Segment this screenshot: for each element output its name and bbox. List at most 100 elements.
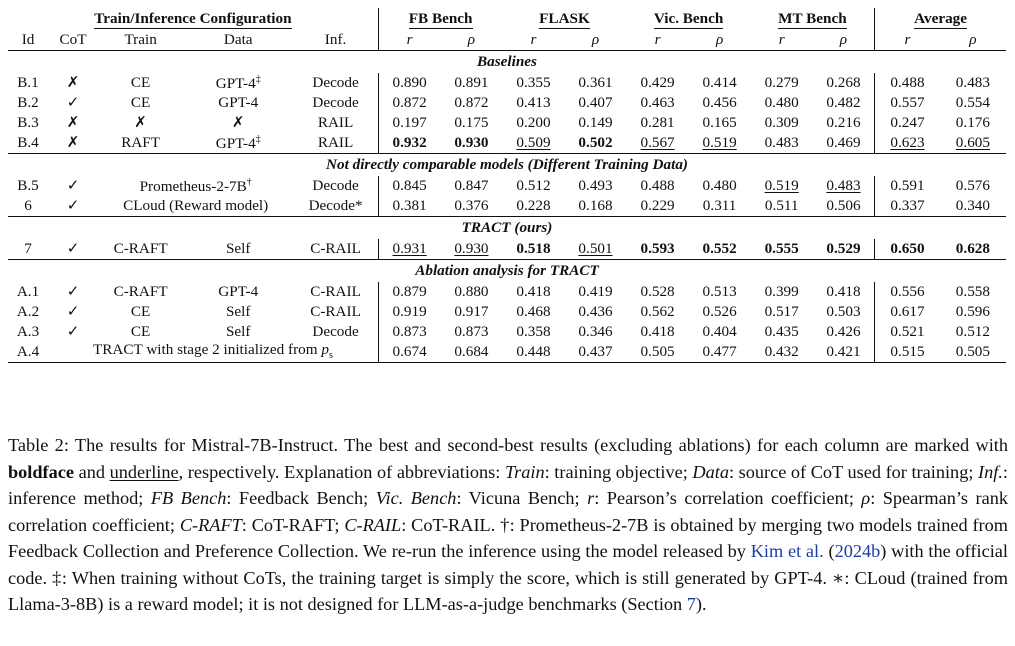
value-cell: 0.488 xyxy=(890,74,925,92)
value-cell: 0.463 xyxy=(640,94,675,112)
caption-text: : Pearson’s correlation coefficient; xyxy=(594,488,862,508)
cot-check-mark: ✓ xyxy=(48,239,99,260)
table-group-header-row: Train/Inference Configuration FB Bench F… xyxy=(8,8,1006,30)
value-cell: 0.426 xyxy=(812,322,876,342)
data-cell: GPT-4 xyxy=(218,94,259,112)
inf-cell: Decode xyxy=(293,176,379,196)
value-cell: 0.407 xyxy=(578,94,613,112)
train-cell: RAFT xyxy=(98,133,184,154)
train-cell: C-RAFT xyxy=(98,239,184,260)
value-cell: 0.493 xyxy=(578,177,613,195)
cot-check-mark: ✓ xyxy=(48,196,99,217)
value-cell: 0.309 xyxy=(764,114,799,132)
citation-year-link[interactable]: 2024b xyxy=(834,541,881,561)
caption-text: , respectively. Explanation of abbreviat… xyxy=(178,461,505,482)
value-cell: 0.197 xyxy=(392,114,427,132)
value-cell: 0.917 xyxy=(454,303,489,321)
row-id: A.3 xyxy=(16,323,40,341)
value-cell: 0.526 xyxy=(702,303,737,321)
cot-cross-mark: ✗ xyxy=(66,114,80,132)
model-cell: Prometheus-2-7B† xyxy=(98,176,293,196)
value-cell-second: 0.567 xyxy=(626,133,689,154)
value-cell: 0.562 xyxy=(640,303,675,321)
cot-check-mark: ✓ xyxy=(66,303,80,321)
value-cell: 0.528 xyxy=(640,283,675,301)
value-cell-best: 0.555 xyxy=(750,239,813,260)
value-cell: 0.880 xyxy=(454,283,489,301)
caption-text: : source of CoT used for training; xyxy=(728,461,979,482)
caption-term: r xyxy=(587,488,595,508)
table-row: 7 ✓ C-RAFT Self C-RAIL 0.931 0.930 0.518… xyxy=(8,239,1006,260)
citation-link[interactable]: Kim et al. xyxy=(750,541,824,561)
value-cell: 0.469 xyxy=(812,133,876,154)
cot-check-mark: ✓ xyxy=(66,283,80,301)
value-cell: 0.165 xyxy=(702,114,737,132)
math-p: p xyxy=(321,341,329,359)
value-cell: 0.872 xyxy=(392,94,427,112)
group-header-mt-bench: MT Bench xyxy=(778,10,847,30)
table-row: A.1 ✓ C-RAFT GPT-4 C-RAIL 0.879 0.880 0.… xyxy=(8,282,1006,302)
inf-cell: C-RAIL xyxy=(293,302,379,322)
data-cross-mark: ✗ xyxy=(231,114,245,132)
caption-term: C-RAFT xyxy=(179,514,242,535)
caption-term: Data xyxy=(692,461,729,482)
col-header-r: r xyxy=(378,30,441,51)
value-cell: 0.554 xyxy=(955,94,990,112)
value-cell: 0.418 xyxy=(640,323,675,341)
value-cell-best: 0.593 xyxy=(626,239,689,260)
value-cell: 0.873 xyxy=(392,323,427,341)
value-cell: 0.376 xyxy=(440,196,503,217)
value-cell: 0.355 xyxy=(516,74,551,92)
train-cross-mark: ✗ xyxy=(134,114,147,132)
inf-cell: Decode xyxy=(293,322,379,342)
inf-cell: RAIL xyxy=(293,113,379,133)
value-cell: 0.281 xyxy=(640,114,675,132)
results-table: Train/Inference Configuration FB Bench F… xyxy=(8,8,1006,363)
table-row: A.2 ✓ CE Self C-RAIL 0.919 0.917 0.468 0… xyxy=(8,302,1006,322)
value-cell-second: 0.931 xyxy=(378,239,441,260)
value-cell: 0.358 xyxy=(516,323,551,341)
train-cell: CE xyxy=(130,303,151,321)
train-cell: CE xyxy=(130,323,151,341)
dagger-mark: † xyxy=(246,176,252,188)
row-id: A.1 xyxy=(16,283,40,301)
value-cell: 0.268 xyxy=(812,73,876,93)
cot-check-mark: ✓ xyxy=(66,323,80,341)
inf-cell: C-RAIL xyxy=(293,282,379,302)
value-cell: 0.517 xyxy=(764,303,799,321)
value-cell: 0.483 xyxy=(955,74,990,92)
table-row: A.4 TRACT with stage 2 initialized from … xyxy=(8,342,1006,363)
data-cell: Self xyxy=(183,239,294,260)
data-value: GPT-4 xyxy=(215,74,256,92)
value-cell-second: 0.519 xyxy=(688,133,751,154)
col-header-inf: Inf. xyxy=(293,30,379,51)
row-id: 7 xyxy=(8,239,49,260)
value-cell: 0.404 xyxy=(702,323,737,341)
value-cell: 0.591 xyxy=(890,177,925,195)
value-cell: 0.414 xyxy=(702,74,737,92)
row-id: B.1 xyxy=(17,74,39,92)
value-cell: 0.513 xyxy=(702,283,737,301)
table-row: A.3 ✓ CE Self Decode 0.873 0.873 0.358 0… xyxy=(8,322,1006,342)
value-cell: 0.437 xyxy=(564,342,627,363)
value-cell: 0.483 xyxy=(750,133,813,154)
row-id: B.4 xyxy=(8,133,49,154)
value-cell: 0.149 xyxy=(578,114,613,132)
value-cell: 0.399 xyxy=(764,283,799,301)
data-cell: GPT-4‡ xyxy=(183,133,294,154)
cot-cross-mark: ✗ xyxy=(48,133,99,154)
caption-text: : inference method; xyxy=(8,461,1008,509)
caption-underline-word: underline xyxy=(109,461,179,482)
value-cell: 0.418 xyxy=(516,283,551,301)
value-cell-best: 0.930 xyxy=(440,133,503,154)
value-cell: 0.468 xyxy=(516,303,551,321)
value-cell: 0.847 xyxy=(454,177,489,195)
value-cell: 0.873 xyxy=(454,323,489,341)
row-id: B.5 xyxy=(17,177,39,195)
section-header-row: Baselines xyxy=(8,51,1006,74)
col-header-r: r xyxy=(874,30,940,51)
value-cell: 0.418 xyxy=(812,282,876,302)
value-cell-best: 0.502 xyxy=(564,133,627,154)
train-cell: CE xyxy=(130,74,151,92)
section-ref-link[interactable]: 7 xyxy=(686,594,696,614)
